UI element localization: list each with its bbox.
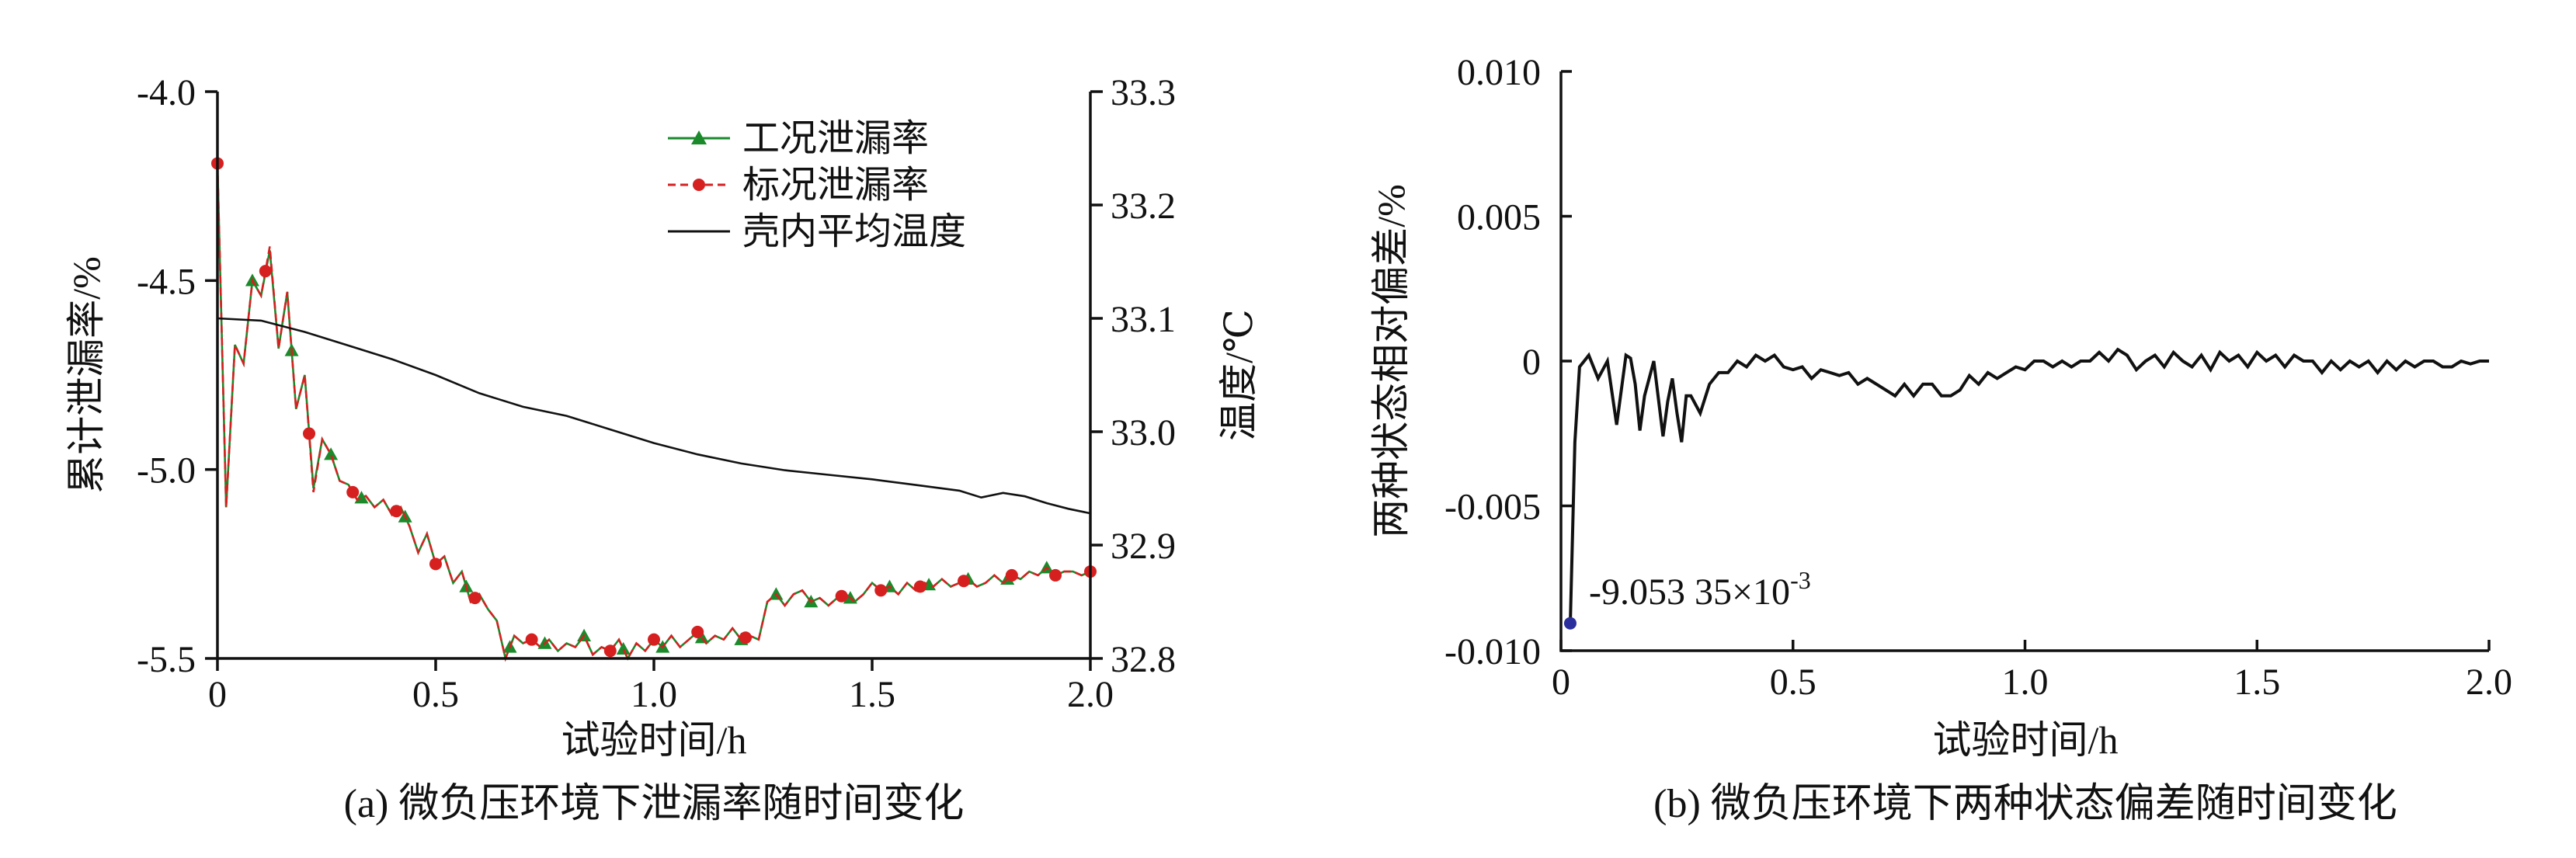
working-leak-point xyxy=(694,630,709,644)
x-tick-label: 0.5 xyxy=(412,674,459,715)
standard-leak-point xyxy=(648,633,660,646)
panel-a-ylabel: 累计泄漏率/% xyxy=(64,256,108,494)
standard-leak-point xyxy=(1049,568,1062,582)
y-tick-label: -0.010 xyxy=(1444,631,1541,672)
standard-leak-point xyxy=(468,592,481,605)
y-tick-label: -4.5 xyxy=(137,261,196,302)
y-right-tick-label: 32.9 xyxy=(1111,526,1176,567)
y-tick-label: 0.005 xyxy=(1457,197,1541,238)
standard-leak-point xyxy=(525,633,538,646)
panel-b: 0 0.5 1.0 1.5 2.0 0.010 0.005 0 -0.005 -0.010 试验… xyxy=(1369,52,2512,826)
x-tick-label: 1.0 xyxy=(631,674,677,715)
y-right-tick-label: 33.2 xyxy=(1111,186,1176,227)
panel-b-series xyxy=(1563,347,2489,630)
legend-triangle-marker xyxy=(691,130,707,144)
deviation-line xyxy=(1569,347,2489,624)
panel-b-x-ticks: 0 0.5 1.0 1.5 2.0 xyxy=(1552,640,2512,703)
y-right-tick-label: 32.8 xyxy=(1111,639,1176,680)
y-tick-label: -5.5 xyxy=(137,639,196,680)
standard-leak-point xyxy=(346,485,360,498)
y-right-tick-label: 33.0 xyxy=(1111,412,1176,453)
panel-a-ylabel-right: 温度/℃ xyxy=(1217,309,1260,441)
panel-a-xlabel: 试验时间/h xyxy=(561,718,747,762)
standard-leak-point xyxy=(390,505,403,518)
panel-a-x-ticks: 0 0.5 1.0 1.5 2.0 xyxy=(208,658,1114,715)
standard-leak-point xyxy=(259,265,272,278)
working-leak-point xyxy=(616,641,631,655)
y-tick-label: -5.0 xyxy=(137,450,196,492)
standard-leak-point xyxy=(603,644,617,658)
working-leak-point xyxy=(324,447,339,460)
standard-leak-point xyxy=(429,558,442,571)
standard-leak-point xyxy=(835,589,848,603)
x-tick-label: 1.0 xyxy=(2002,662,2049,703)
panel-a-y-ticks-right: 33.3 33.2 33.1 33.0 32.9 32.8 xyxy=(1090,72,1176,680)
x-tick-label: 2.0 xyxy=(2466,662,2512,703)
standard-leak-point xyxy=(303,427,316,440)
y-right-tick-label: 33.1 xyxy=(1111,299,1176,340)
panel-b-caption: (b) 微负压环境下两种状态偏差随时间变化 xyxy=(1653,782,2397,826)
panel-b-ylabel: 两种状态相对偏差/% xyxy=(1369,184,1413,538)
x-tick-label: 2.0 xyxy=(1067,674,1114,715)
panel-b-y-ticks: 0.010 0.005 0 -0.005 -0.010 xyxy=(1444,52,1572,672)
standard-leak-point xyxy=(739,631,753,644)
x-tick-label: 1.5 xyxy=(2234,662,2280,703)
legend-label: 壳内平均温度 xyxy=(742,211,966,252)
panel-b-annotation: -9.053 35×10-3 xyxy=(1589,566,1811,613)
panel-a-axes-frame xyxy=(216,92,1092,660)
minimum-point xyxy=(1563,617,1577,630)
y-tick-label: -0.005 xyxy=(1444,487,1541,528)
panel-a: 0 0.5 1.0 1.5 2.0 -4.0-4.5-5.0-5.5 33.333.23… xyxy=(64,72,1260,826)
legend-label: 标况泄漏率 xyxy=(742,165,929,206)
standard-leak-point xyxy=(958,575,971,588)
x-tick-label: 0 xyxy=(1552,662,1570,703)
panel-a-caption: (a) 微负压环境下泄漏率随时间变化 xyxy=(344,782,965,826)
panel-a-y-ticks: -4.0 -4.5 -5.0 -5.5 xyxy=(137,72,217,680)
standard-leak-point xyxy=(691,625,704,638)
standard-leak-point xyxy=(913,580,926,593)
x-tick-label: 1.5 xyxy=(849,674,895,715)
y-tick-label: 0.010 xyxy=(1457,52,1541,93)
standard-leak-point xyxy=(874,584,888,597)
standard-leak-point xyxy=(1005,568,1018,582)
x-tick-label: 0.5 xyxy=(1770,662,1816,703)
y-right-tick-label: 33.3 xyxy=(1111,72,1176,113)
legend-label: 工况泄漏率 xyxy=(742,118,929,159)
y-tick-label: 0 xyxy=(1522,342,1541,383)
y-tick-label: -4.0 xyxy=(137,72,196,113)
panel-b-xlabel: 试验时间/h xyxy=(1933,718,2119,762)
x-tick-label: 0 xyxy=(208,674,227,715)
temperature-line xyxy=(217,317,1091,515)
legend-circle-marker xyxy=(693,179,705,191)
